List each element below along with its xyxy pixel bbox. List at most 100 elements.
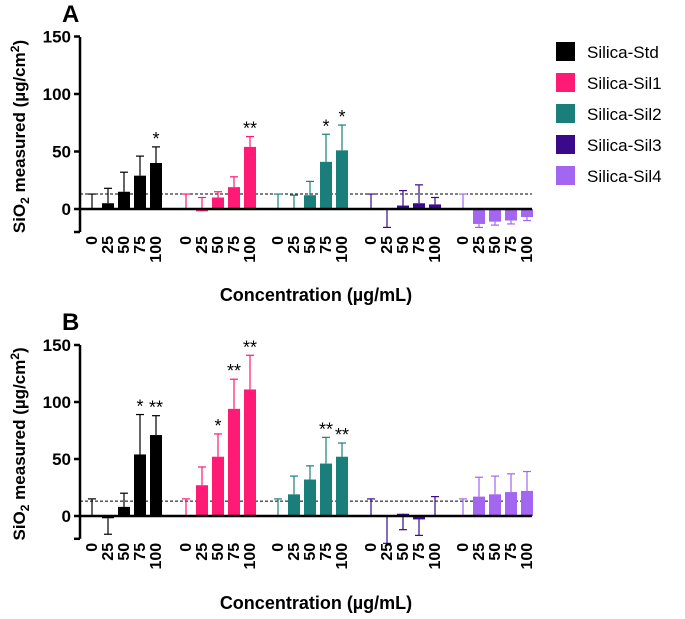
bar-silica-sil2-75 — [320, 161, 332, 209]
x-tick-label: 50 — [210, 236, 227, 254]
x-tick-label: 25 — [286, 543, 303, 561]
bar-silica-sil1-100 — [244, 146, 256, 209]
legend-swatch-silica-sil2 — [556, 104, 575, 123]
bar-silica-sil4-75 — [505, 492, 517, 516]
y-axis-label: SiO2 measured (µg/cm2) — [8, 40, 32, 233]
bar-silica-sil1-75 — [228, 408, 240, 516]
x-tick-label: 0 — [84, 236, 101, 245]
bar-silica-sil3-75 — [413, 203, 425, 209]
x-tick-label: 0 — [270, 543, 287, 552]
x-tick-label: 0 — [455, 543, 472, 552]
y-axis-label-part: 2 — [8, 45, 22, 52]
x-tick-label: 100 — [519, 236, 536, 263]
y-tick-label: 150 — [43, 28, 71, 47]
x-axis-label: Concentration (µg/mL) — [220, 285, 412, 305]
legend-swatch-silica-sil4 — [556, 166, 575, 185]
y-axis-label-part: ) — [10, 347, 29, 353]
y-axis-label-part: 2 — [18, 504, 32, 511]
x-tick-label: 75 — [411, 543, 428, 561]
legend-swatch-silica-std — [556, 42, 575, 61]
x-tick-label: 100 — [148, 236, 165, 263]
x-tick-label: 100 — [334, 236, 351, 263]
x-tick-label: 25 — [379, 543, 396, 561]
legend-label: Silica-Sil4 — [587, 167, 662, 186]
x-tick-label: 75 — [503, 543, 520, 561]
legend-swatch-silica-sil3 — [556, 135, 575, 154]
significance-mark: ** — [319, 419, 333, 439]
bar-silica-sil1-50 — [212, 456, 224, 516]
bar-silica-std-100 — [150, 435, 162, 516]
x-tick-label: 50 — [487, 236, 504, 254]
significance-mark: * — [214, 416, 221, 436]
x-tick-label: 50 — [395, 236, 412, 254]
x-tick-label: 100 — [148, 543, 165, 570]
x-tick-label: 0 — [178, 543, 195, 552]
y-axis-label: SiO2 measured (µg/cm2) — [8, 347, 32, 540]
y-axis-label-part: measured (µg/cm — [10, 52, 29, 197]
y-axis-label-part: measured (µg/cm — [10, 360, 29, 505]
x-tick-label: 50 — [210, 543, 227, 561]
significance-mark: ** — [243, 119, 257, 139]
x-tick-label: 50 — [302, 543, 319, 561]
x-tick-label: 100 — [334, 543, 351, 570]
y-tick-label: 0 — [62, 507, 71, 526]
y-axis-label-part: SiO — [10, 511, 29, 540]
significance-mark: * — [136, 397, 143, 417]
x-tick-label: 75 — [226, 236, 243, 254]
x-tick-label: 25 — [286, 236, 303, 254]
significance-mark: * — [338, 107, 345, 127]
y-axis-label-part: SiO — [10, 204, 29, 233]
bar-silica-sil3-100 — [429, 204, 441, 209]
x-tick-label: 100 — [427, 543, 444, 570]
x-tick-label: 0 — [363, 543, 380, 552]
x-tick-label: 25 — [194, 236, 211, 254]
bar-silica-sil1-50 — [212, 197, 224, 209]
x-tick-label: 75 — [411, 236, 428, 254]
x-tick-label: 100 — [427, 236, 444, 263]
y-tick-label: 100 — [43, 85, 71, 104]
x-tick-label: 25 — [471, 236, 488, 254]
y-axis-label-part: ) — [10, 40, 29, 46]
y-axis-label-part: 2 — [8, 353, 22, 360]
y-tick-label: 0 — [62, 200, 71, 219]
x-tick-label: 0 — [270, 236, 287, 245]
legend-label: Silica-Sil1 — [587, 74, 662, 93]
bar-silica-sil4-50 — [489, 209, 501, 222]
x-tick-label: 100 — [242, 543, 259, 570]
x-tick-label: 0 — [178, 236, 195, 245]
x-tick-label: 75 — [503, 236, 520, 254]
x-tick-label: 25 — [100, 236, 117, 254]
x-tick-label: 25 — [379, 236, 396, 254]
legend-label: Silica-Std — [587, 43, 659, 62]
bar-silica-sil1-75 — [228, 187, 240, 209]
x-tick-label: 25 — [100, 543, 117, 561]
y-tick-label: 100 — [43, 393, 71, 412]
bar-silica-sil2-100 — [336, 150, 348, 209]
bar-silica-sil2-100 — [336, 456, 348, 516]
bar-silica-std-100 — [150, 163, 162, 209]
x-tick-label: 75 — [318, 543, 335, 561]
significance-mark: ** — [243, 337, 257, 357]
bar-silica-sil1-100 — [244, 389, 256, 516]
y-tick-label: 150 — [43, 336, 71, 355]
y-axis-label-part: 2 — [18, 197, 32, 204]
x-tick-label: 0 — [455, 236, 472, 245]
bar-silica-sil2-75 — [320, 463, 332, 516]
y-tick-label: 50 — [52, 450, 71, 469]
panel-label: B — [62, 309, 79, 336]
panel-label: A — [62, 1, 79, 28]
x-tick-label: 0 — [84, 543, 101, 552]
x-tick-label: 75 — [132, 236, 149, 254]
legend-swatch-silica-sil1 — [556, 73, 575, 92]
x-tick-label: 25 — [194, 543, 211, 561]
bar-silica-sil4-100 — [521, 209, 533, 218]
bar-silica-sil4-75 — [505, 209, 517, 221]
significance-mark: ** — [335, 425, 349, 445]
bar-silica-std-50 — [118, 506, 130, 516]
bar-silica-sil2-25 — [288, 494, 300, 516]
bar-silica-std-50 — [118, 191, 130, 209]
y-tick-label: 50 — [52, 143, 71, 162]
bar-silica-std-75 — [134, 175, 146, 209]
